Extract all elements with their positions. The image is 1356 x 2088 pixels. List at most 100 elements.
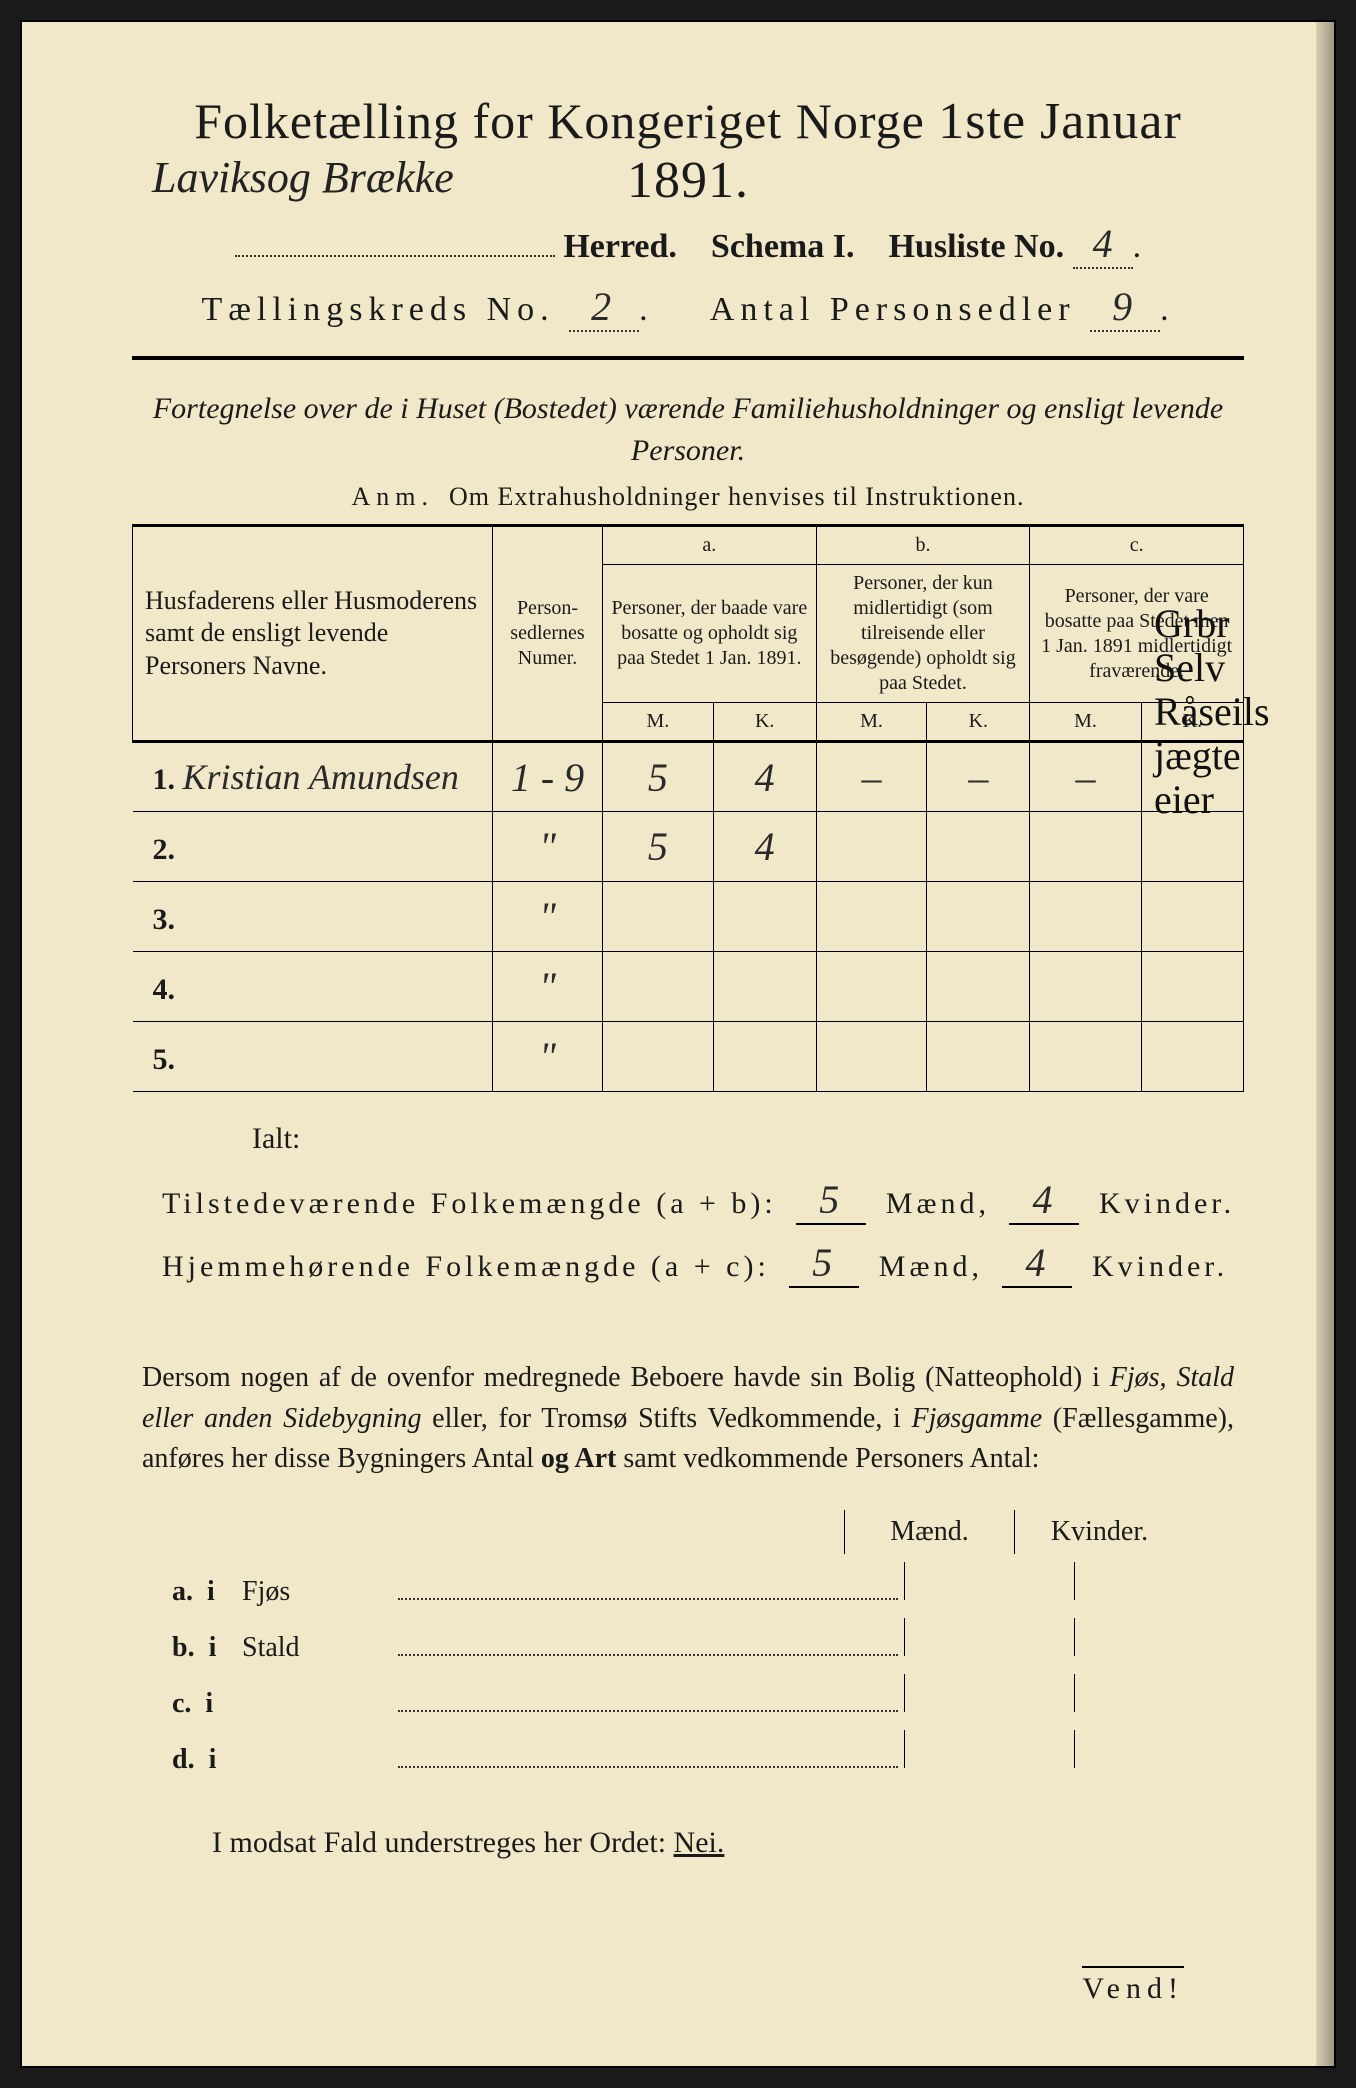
row-b-k <box>927 952 1030 1022</box>
household-table: Husfaderens eller Husmode­rens samt de e… <box>132 524 1244 1092</box>
kreds-label: Tællingskreds No. <box>201 291 554 328</box>
mk-m: Mænd. <box>844 1510 1014 1554</box>
sum-k-label: Kvinder. <box>1099 1187 1235 1220</box>
row-c-m <box>1030 882 1142 952</box>
schema-label: Schema I. <box>711 228 855 265</box>
col-name-header: Husfaderens eller Husmode­rens samt de e… <box>133 526 493 742</box>
row-numer: 1 - 9 <box>493 742 603 812</box>
row-label: 5. <box>133 1022 493 1092</box>
kreds-no: 2 <box>591 284 617 329</box>
col-b-text: Personer, der kun midler­tidigt (som til… <box>816 565 1030 703</box>
col-numer-header: Person­sedler­nes Numer. <box>493 526 603 742</box>
row-c-m <box>1030 952 1142 1022</box>
sum-m-label: Mænd, <box>886 1187 990 1220</box>
title-prefix: Folketælling for Kongeriget Norge <box>194 93 938 149</box>
census-form-page: Folketælling for Kongeriget Norge 1ste J… <box>20 20 1336 2068</box>
personsedler-field: 9 <box>1090 283 1160 332</box>
header-line-3: Tællingskreds No. 2. Antal Personsedler … <box>132 283 1244 332</box>
row-label: 2. <box>133 812 493 882</box>
col-c-label: c. <box>1030 526 1244 565</box>
row-numer: " <box>493 1022 603 1092</box>
row-c-m: – <box>1030 742 1142 812</box>
husliste-label: Husliste No. <box>888 228 1064 265</box>
vend-label: Vend! <box>1082 1966 1184 2006</box>
ialt-label: Ialt: <box>252 1122 1244 1156</box>
row-a-k <box>713 952 816 1022</box>
anm-text: Om Extrahusholdninger henvises til Instr… <box>449 482 1024 511</box>
row-b-k <box>927 812 1030 882</box>
row-a-m: 5 <box>603 742 714 812</box>
sublist-lbl: b. i <box>172 1632 242 1664</box>
anm-line: Anm. Om Extrahusholdninger henvises til … <box>132 482 1244 512</box>
row-b-m: – <box>816 742 927 812</box>
sum2-label: Hjemmehørende Folkemængde (a + c): <box>162 1250 770 1283</box>
sum1-m: 5 <box>796 1176 866 1225</box>
sum2-m: 5 <box>789 1239 859 1288</box>
row-b-k: – <box>927 742 1030 812</box>
row-a-m: 5 <box>603 812 714 882</box>
margin-note: GrbrSelvRåseilsjægteeier <box>1154 602 1314 822</box>
row-c-k <box>1141 1022 1243 1092</box>
row-a-k <box>713 882 816 952</box>
row-b-m <box>816 952 927 1022</box>
col-c-m: M. <box>1030 703 1142 742</box>
sublist-dots <box>398 1575 898 1600</box>
mk-k: Kvinder. <box>1014 1510 1184 1554</box>
row-b-m <box>816 882 927 952</box>
row-a-m <box>603 1022 714 1092</box>
col-a-text: Personer, der baade vare bo­satte og oph… <box>603 565 817 703</box>
row-b-k <box>927 1022 1030 1092</box>
divider-1 <box>132 356 1244 360</box>
sublist-lbl: a. i <box>172 1576 242 1608</box>
header-line-2: Herred. Schema I. Husliste No. 4. <box>132 220 1244 269</box>
row-a-m <box>603 952 714 1022</box>
row-label: 1. Kristian Amundsen <box>133 742 493 812</box>
sum-k-label2: Kvinder. <box>1092 1250 1228 1283</box>
sublist-m <box>904 1562 1074 1600</box>
col-a-m: M. <box>603 703 714 742</box>
anm-label: Anm. <box>352 482 435 511</box>
row-label: 4. <box>133 952 493 1022</box>
sum2-k: 4 <box>1002 1239 1072 1288</box>
subtitle: Fortegnelse over de i Huset (Bostedet) v… <box>132 388 1244 472</box>
personsedler-label: Antal Personsedler <box>710 291 1076 328</box>
sublist-m <box>904 1730 1074 1768</box>
row-b-m <box>816 812 927 882</box>
sublist-k <box>1074 1618 1244 1656</box>
sublist-txt: Stald <box>242 1632 392 1664</box>
col-b-m: M. <box>816 703 927 742</box>
row-numer: " <box>493 812 603 882</box>
row-b-k <box>927 882 1030 952</box>
row-a-k <box>713 1022 816 1092</box>
row-c-k <box>1141 952 1243 1022</box>
sublist-k <box>1074 1562 1244 1600</box>
row-a-k: 4 <box>713 812 816 882</box>
husliste-field: 4 <box>1073 220 1133 269</box>
sublist-dots <box>398 1631 898 1656</box>
herred-handwritten: Laviksog Brække <box>152 152 454 203</box>
row-b-m <box>816 1022 927 1092</box>
mk-header: Mænd. Kvinder. <box>132 1510 1184 1554</box>
sublist-txt: Fjøs <box>242 1576 392 1608</box>
page-shadow <box>1316 22 1334 2066</box>
herred-label: Herred. <box>563 228 677 265</box>
sublist-k <box>1074 1674 1244 1712</box>
nei-word: Nei. <box>674 1826 725 1859</box>
col-b-k: K. <box>927 703 1030 742</box>
nei-line: I modsat Fald understreges her Ordet: Ne… <box>212 1826 1244 1860</box>
col-a-label: a. <box>603 526 817 565</box>
sum-line-1: Tilstedeværende Folkemængde (a + b): 5 M… <box>162 1176 1244 1225</box>
nei-pre: I modsat Fald understreges her Ordet: <box>212 1826 666 1859</box>
herred-field <box>235 255 555 257</box>
col-a-k: K. <box>713 703 816 742</box>
kreds-field: 2 <box>569 283 639 332</box>
row-numer: " <box>493 882 603 952</box>
building-sublist: a. i Fjøs b. i Stald c. i d. i <box>172 1562 1244 1776</box>
sublist-k <box>1074 1730 1244 1768</box>
paragraph: Dersom nogen af de ovenfor medregnede Be… <box>142 1358 1234 1480</box>
row-numer: " <box>493 952 603 1022</box>
row-c-k <box>1141 882 1243 952</box>
sum-line-2: Hjemmehørende Folkemængde (a + c): 5 Mæn… <box>162 1239 1244 1288</box>
row-a-k: 4 <box>713 742 816 812</box>
row-c-k <box>1141 812 1243 882</box>
